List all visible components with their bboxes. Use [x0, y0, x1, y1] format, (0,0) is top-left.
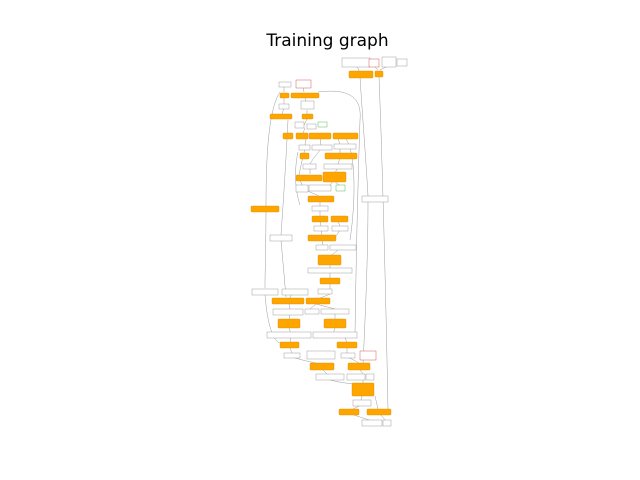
operation-nodes [250, 70, 392, 416]
figure-title: Training graph [266, 31, 389, 51]
tensor-nodes [251, 56, 408, 427]
